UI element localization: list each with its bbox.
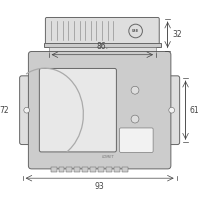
Bar <box>66 167 72 172</box>
Text: 32: 32 <box>172 30 182 39</box>
Bar <box>82 167 88 172</box>
Circle shape <box>131 86 139 94</box>
FancyBboxPatch shape <box>45 17 159 45</box>
Bar <box>98 167 104 172</box>
Bar <box>114 167 120 172</box>
Text: 61: 61 <box>189 106 199 115</box>
Circle shape <box>131 115 139 123</box>
Bar <box>74 167 80 172</box>
Bar <box>51 167 57 172</box>
Bar <box>122 167 128 172</box>
Text: 93: 93 <box>95 182 105 191</box>
Text: COMET: COMET <box>101 155 114 159</box>
FancyBboxPatch shape <box>20 76 38 145</box>
Text: USB: USB <box>132 29 139 33</box>
Bar <box>90 167 96 172</box>
FancyBboxPatch shape <box>28 51 171 169</box>
Text: 86.: 86. <box>96 42 108 51</box>
Bar <box>44 43 161 47</box>
FancyBboxPatch shape <box>161 76 180 145</box>
FancyBboxPatch shape <box>120 128 153 152</box>
Circle shape <box>24 107 30 113</box>
Circle shape <box>129 24 142 38</box>
Bar <box>49 47 156 51</box>
Text: 72: 72 <box>0 106 9 115</box>
Bar <box>59 167 64 172</box>
FancyBboxPatch shape <box>39 68 116 152</box>
Circle shape <box>169 107 175 113</box>
Bar <box>106 167 112 172</box>
